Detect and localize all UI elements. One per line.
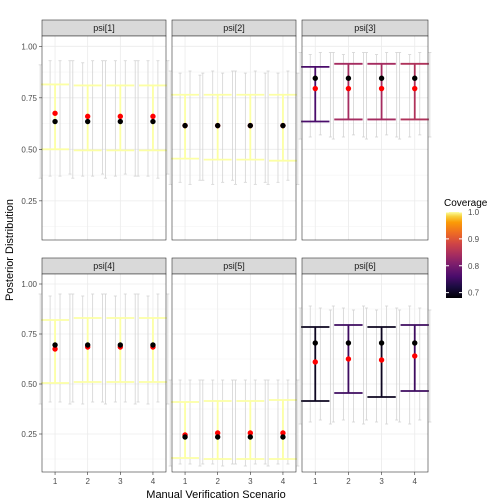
x-tick-label: 1: [53, 477, 58, 486]
truth-point: [312, 75, 318, 81]
estimate-point: [214, 430, 221, 436]
estimate-point: [312, 359, 318, 365]
truth-point: [52, 118, 58, 125]
panel-plot-area: [302, 274, 428, 472]
panel-border: [171, 273, 297, 473]
colorbar-tick-label: 0.9: [468, 235, 480, 244]
truth-point: [182, 122, 188, 129]
truth-point: [345, 340, 352, 346]
facet-strip-label: psi[4]: [93, 261, 115, 271]
estimate-point: [117, 113, 124, 120]
colorbar-tick-label: 0.7: [468, 289, 480, 298]
estimate-point: [378, 357, 385, 363]
panel-plot-area: [172, 36, 296, 240]
panel-plot-area: [302, 36, 428, 240]
y-tick-label: 0.75: [21, 94, 37, 103]
y-tick-label: 0.25: [21, 430, 37, 439]
x-tick-label: 4: [413, 477, 418, 486]
facet-strip-label: psi[5]: [223, 261, 245, 271]
colorbar-tick-label: 0.8: [468, 262, 480, 271]
facet-panel: psi[5] 1 2 3 4: [168, 257, 300, 486]
y-tick-label: 0.25: [21, 197, 37, 206]
estimate-point: [345, 85, 352, 92]
facet-strip-label: psi[1]: [93, 23, 115, 33]
panel-border: [171, 35, 297, 241]
y-tick-label: 1.00: [21, 280, 37, 289]
truth-point: [150, 342, 156, 348]
estimate-point: [345, 356, 352, 362]
y-tick-label: 0.50: [21, 145, 37, 154]
facet-strip-label: psi[2]: [223, 23, 245, 33]
panel-border: [301, 273, 429, 473]
truth-point: [214, 434, 221, 440]
coverage-colorbar: [446, 212, 462, 298]
estimate-point: [84, 113, 91, 120]
facet-panel: psi[2]: [168, 19, 300, 241]
estimate-point: [52, 346, 58, 352]
coverage-legend: Coverage 0.7 0.8 0.9 1.0: [444, 198, 488, 298]
y-tick-label: 1.00: [21, 42, 37, 51]
y-axis-title: Posterior Distribution: [4, 199, 16, 301]
panel-border: [301, 35, 429, 241]
truth-point: [312, 340, 318, 346]
x-tick-label: 4: [151, 477, 156, 486]
x-tick-label: 1: [183, 477, 188, 486]
x-tick-label: 3: [248, 477, 253, 486]
estimate-point: [150, 113, 156, 120]
legend-title: Coverage: [444, 198, 488, 209]
x-tick-label: 2: [346, 477, 351, 486]
facet-panels: psi[1] 0.25 0.50 0.75 1.00 psi[2] psi[3] psi[4]…: [21, 19, 432, 486]
truth-point: [150, 118, 156, 125]
truth-point: [84, 342, 91, 348]
x-tick-label: 2: [215, 477, 220, 486]
y-tick-label: 0.50: [21, 380, 37, 389]
truth-point: [412, 340, 418, 346]
estimate-point: [412, 353, 418, 359]
truth-point: [280, 122, 286, 129]
truth-point: [52, 342, 58, 348]
facet-strip-label: psi[6]: [354, 261, 376, 271]
panel-border: [41, 273, 167, 473]
truth-point: [345, 75, 352, 81]
facet-strip-label: psi[3]: [354, 23, 376, 33]
x-axis-title: Manual Verification Scenario: [146, 489, 285, 501]
truth-point: [247, 434, 254, 440]
panel-border: [41, 35, 167, 241]
facet-panel: psi[6] 1 2 3 4: [298, 257, 432, 486]
estimate-point: [247, 430, 254, 436]
colorbar-ticks: 0.7 0.8 0.9 1.0: [446, 208, 480, 298]
truth-point: [117, 118, 124, 125]
x-tick-label: 3: [379, 477, 384, 486]
truth-point: [280, 434, 286, 440]
y-tick-label: 0.75: [21, 330, 37, 339]
panel-plot-area: [42, 274, 166, 472]
colorbar-tick-label: 1.0: [468, 208, 480, 217]
truth-point: [117, 342, 124, 348]
facet-panel: psi[4] 1 2 3 4 0.25 0.50 0.75 1.00: [21, 257, 170, 486]
estimate-point: [52, 110, 58, 116]
panel-plot-area: [42, 36, 166, 240]
estimate-point: [412, 85, 418, 92]
estimate-point: [280, 430, 286, 436]
truth-point: [378, 340, 385, 346]
x-tick-label: 3: [118, 477, 123, 486]
estimate-point: [378, 85, 385, 92]
panel-plot-area: [172, 274, 296, 472]
truth-point: [214, 122, 221, 129]
truth-point: [412, 75, 418, 81]
estimate-point: [312, 85, 318, 92]
x-tick-label: 4: [281, 477, 286, 486]
truth-point: [84, 118, 91, 125]
facet-panel: psi[3]: [298, 19, 432, 241]
x-tick-label: 2: [85, 477, 90, 486]
truth-point: [247, 122, 254, 129]
truth-point: [182, 434, 188, 440]
x-tick-label: 1: [313, 477, 318, 486]
truth-point: [378, 75, 385, 81]
facet-panel: psi[1] 0.25 0.50 0.75 1.00: [21, 19, 170, 241]
